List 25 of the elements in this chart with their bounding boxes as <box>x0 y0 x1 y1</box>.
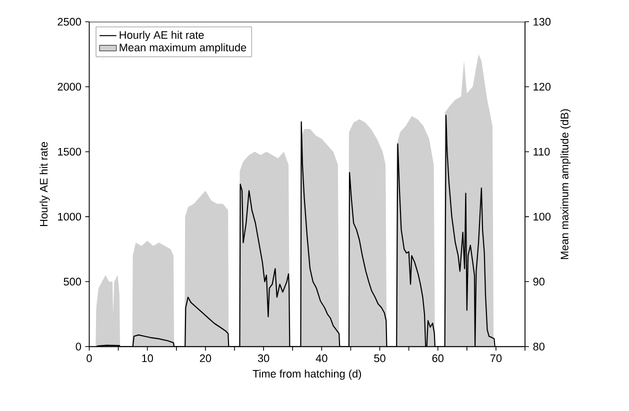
y-tick-label: 500 <box>64 278 82 286</box>
legend-label: Mean maximum amplitude <box>120 43 246 54</box>
x-tick-label: 50 <box>374 354 386 362</box>
y2-tick-label: 130 <box>534 18 551 26</box>
y-axis-title: Hourly AE hit rate <box>40 142 50 226</box>
y-tick-label: 1000 <box>58 212 82 221</box>
x-tick-label: 20 <box>200 354 212 362</box>
y-tick-label: 2000 <box>58 82 82 91</box>
y2-axis-title: Mean maximum amplitude (dB) <box>560 109 571 259</box>
y2-tick-label: 110 <box>534 148 550 156</box>
y-tick-label: 0 <box>76 342 82 350</box>
y2-tick-label: 100 <box>534 212 551 221</box>
x-tick-label: 60 <box>432 354 444 362</box>
y-tick-label: 1500 <box>58 148 82 156</box>
legend-label: Hourly AE hit rate <box>120 30 204 42</box>
y2-tick-label: 90 <box>533 278 544 286</box>
y-tick-label: 2500 <box>58 18 82 26</box>
x-tick-label: 10 <box>142 354 153 362</box>
x-axis-title: Time from hatching (d) <box>252 370 362 380</box>
x-tick-label: 30 <box>258 354 270 362</box>
y2-tick-label: 80 <box>533 342 544 350</box>
x-tick-label: 40 <box>316 354 328 362</box>
y2-tick-label: 120 <box>534 82 551 91</box>
x-tick-label: 0 <box>86 354 92 362</box>
x-tick-label: 70 <box>490 354 502 362</box>
